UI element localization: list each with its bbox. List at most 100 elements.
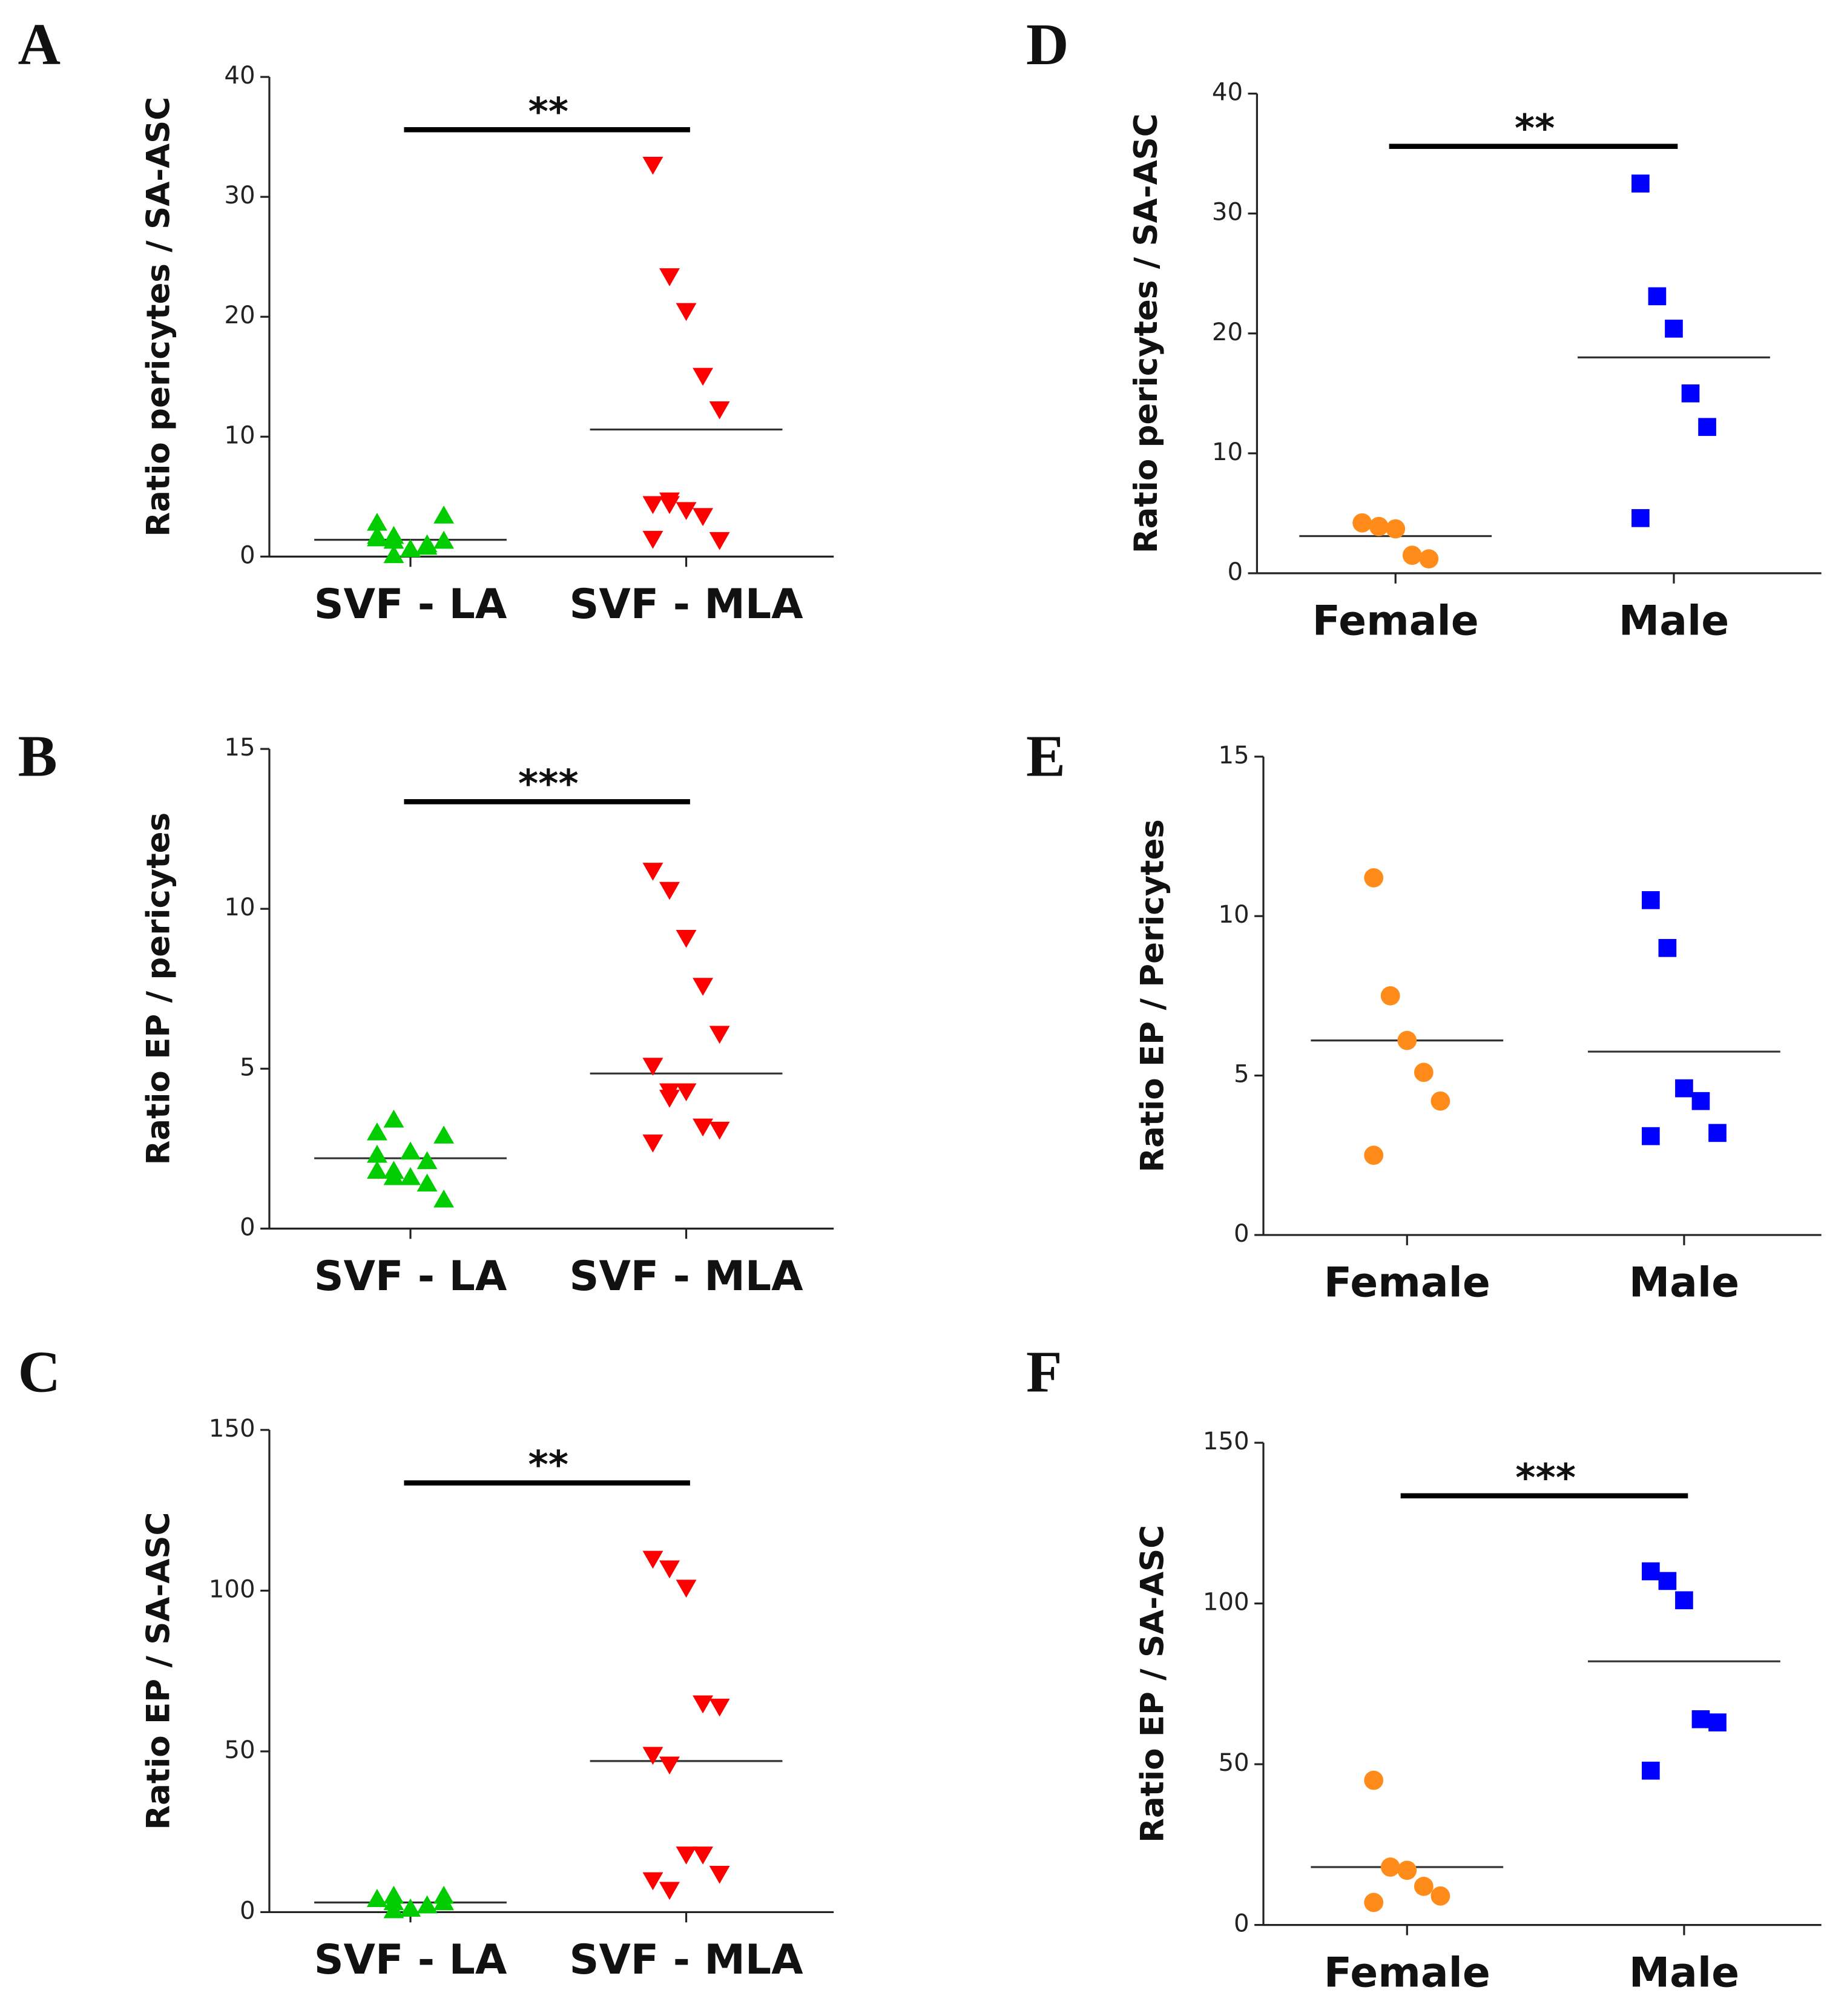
point bbox=[709, 1865, 730, 1884]
x-tick-label: Male bbox=[1619, 597, 1729, 645]
point bbox=[1386, 519, 1406, 539]
y-tick-label: 30 bbox=[1212, 199, 1243, 226]
point bbox=[1642, 1562, 1660, 1581]
point bbox=[642, 1135, 663, 1153]
point bbox=[1642, 1127, 1660, 1145]
point bbox=[642, 530, 663, 549]
point bbox=[400, 1141, 421, 1160]
point bbox=[366, 528, 387, 547]
point bbox=[693, 1846, 714, 1865]
point bbox=[693, 367, 714, 386]
point bbox=[659, 492, 680, 511]
y-tick-label: 10 bbox=[224, 894, 255, 921]
point bbox=[659, 1090, 680, 1108]
point bbox=[383, 1885, 404, 1904]
point bbox=[1658, 939, 1677, 957]
y-tick-label: 0 bbox=[1234, 1220, 1249, 1248]
panel-letter: C bbox=[18, 1339, 61, 1405]
point bbox=[693, 1118, 714, 1137]
y-tick-label: 0 bbox=[1227, 558, 1243, 586]
point bbox=[659, 268, 680, 286]
point bbox=[1648, 287, 1667, 306]
x-tick-label: SVF - LA bbox=[314, 1935, 507, 1983]
point bbox=[642, 496, 663, 515]
y-tick-label: 150 bbox=[1203, 1428, 1249, 1455]
point bbox=[1419, 549, 1439, 569]
point bbox=[1681, 384, 1700, 403]
point bbox=[383, 1900, 404, 1919]
point bbox=[366, 1161, 387, 1179]
y-tick-label: 15 bbox=[224, 734, 255, 762]
point bbox=[1402, 545, 1422, 565]
point bbox=[642, 1872, 663, 1891]
x-tick-label: Female bbox=[1324, 1948, 1490, 1996]
point bbox=[1364, 868, 1384, 888]
point bbox=[659, 1882, 680, 1900]
point bbox=[642, 1550, 663, 1569]
y-tick-label: 0 bbox=[240, 1897, 255, 1925]
point bbox=[676, 502, 697, 521]
point bbox=[366, 1144, 387, 1163]
point bbox=[1431, 1091, 1450, 1111]
point bbox=[642, 1058, 663, 1076]
panel: F Ratio EP / SA-ASC 0 50 100 150 Female Male *** bbox=[1026, 1339, 1822, 1996]
point bbox=[693, 978, 714, 996]
point bbox=[1631, 174, 1650, 193]
point bbox=[433, 1892, 455, 1911]
point bbox=[416, 1173, 438, 1192]
point bbox=[709, 532, 730, 550]
point bbox=[1675, 1079, 1693, 1098]
point bbox=[1665, 320, 1683, 338]
y-axis-title: Ratio EP / SA-ASC bbox=[140, 1512, 177, 1830]
y-axis-title: Ratio EP / pericytes bbox=[140, 812, 177, 1165]
x-tick-label: Male bbox=[1629, 1948, 1739, 1996]
point bbox=[1414, 1062, 1434, 1082]
x-tick-label: SVF - LA bbox=[314, 1252, 507, 1300]
significance-label: *** bbox=[1515, 1455, 1576, 1500]
point bbox=[400, 539, 421, 558]
panel: E Ratio EP / Pericytes 0 5 10 15 Female Male bbox=[1026, 724, 1822, 1306]
point bbox=[642, 156, 663, 175]
point bbox=[1397, 1030, 1417, 1050]
point bbox=[1380, 1857, 1400, 1877]
panel: D Ratio pericytes / SA-ASC 0 10 20 30 40 Female… bbox=[1026, 12, 1822, 645]
point bbox=[709, 1026, 730, 1044]
x-tick-label: SVF - LA bbox=[314, 580, 507, 628]
point bbox=[433, 1189, 455, 1208]
y-tick-label: 30 bbox=[224, 182, 255, 209]
panel: B Ratio EP / pericytes 0 5 10 15 SVF - LA SVF -… bbox=[18, 724, 834, 1300]
panel-letter: B bbox=[18, 724, 58, 789]
y-axis-title: Ratio EP / SA-ASC bbox=[1134, 1525, 1171, 1843]
x-tick-label: Female bbox=[1312, 597, 1479, 645]
y-tick-label: 10 bbox=[1212, 438, 1243, 466]
point bbox=[676, 303, 697, 321]
point bbox=[676, 1083, 697, 1102]
point bbox=[1708, 1124, 1727, 1142]
y-tick-label: 20 bbox=[224, 301, 255, 329]
y-tick-label: 100 bbox=[1203, 1589, 1249, 1616]
point bbox=[709, 1121, 730, 1140]
significance-label: *** bbox=[518, 761, 579, 806]
y-tick-label: 100 bbox=[209, 1575, 255, 1603]
point bbox=[1698, 418, 1716, 436]
point bbox=[676, 1580, 697, 1598]
point bbox=[1642, 1761, 1660, 1780]
point bbox=[1364, 1770, 1384, 1790]
point bbox=[1431, 1886, 1450, 1906]
y-tick-label: 10 bbox=[224, 421, 255, 449]
point bbox=[709, 401, 730, 420]
point bbox=[676, 1846, 697, 1865]
point bbox=[416, 536, 438, 555]
y-tick-label: 0 bbox=[1234, 1910, 1249, 1938]
y-tick-label: 15 bbox=[1218, 742, 1249, 769]
point bbox=[659, 881, 680, 900]
point bbox=[693, 508, 714, 526]
y-tick-label: 50 bbox=[224, 1736, 255, 1764]
y-tick-label: 0 bbox=[240, 541, 255, 569]
point bbox=[1414, 1876, 1434, 1896]
point bbox=[676, 930, 697, 948]
point bbox=[709, 1698, 730, 1717]
y-tick-label: 20 bbox=[1212, 318, 1243, 346]
point bbox=[1364, 1145, 1384, 1165]
y-tick-label: 10 bbox=[1218, 901, 1249, 929]
